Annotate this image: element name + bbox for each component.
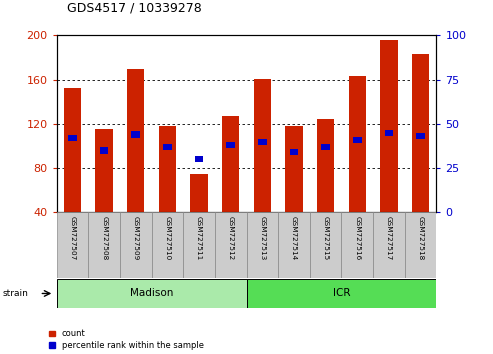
Bar [222,116,240,212]
Bar [127,69,144,212]
Bar [310,212,341,278]
Bar [195,156,204,162]
Bar [416,133,425,139]
Text: Madison: Madison [130,289,173,298]
Text: GSM727512: GSM727512 [228,216,234,260]
Text: GSM727509: GSM727509 [133,216,139,260]
Bar [253,79,271,212]
Bar [64,88,81,212]
Bar [380,40,397,212]
Text: GDS4517 / 10339278: GDS4517 / 10339278 [67,1,201,14]
Bar [57,279,246,308]
Text: GSM727517: GSM727517 [386,216,392,260]
Bar [412,54,429,212]
Text: GSM727507: GSM727507 [70,216,75,260]
Bar [88,212,120,278]
Text: GSM727511: GSM727511 [196,216,202,260]
Bar [246,279,436,308]
Bar [163,144,172,150]
Text: strain: strain [2,289,28,298]
Bar [100,147,108,154]
Text: GSM727518: GSM727518 [418,216,423,260]
Bar [353,137,361,143]
Bar [373,212,405,278]
Bar [341,212,373,278]
Bar [152,212,183,278]
Bar [321,144,330,150]
Bar [215,212,246,278]
Bar [68,135,77,141]
Bar [57,212,88,278]
Bar [258,138,267,145]
Bar [159,126,176,212]
Bar [278,212,310,278]
Text: GSM727510: GSM727510 [164,216,171,260]
Bar [405,212,436,278]
Text: GSM727516: GSM727516 [354,216,360,260]
Text: GSM727508: GSM727508 [101,216,107,260]
Legend: count, percentile rank within the sample: count, percentile rank within the sample [48,329,204,350]
Text: GSM727513: GSM727513 [259,216,265,260]
Bar [120,212,152,278]
Bar [183,212,215,278]
Bar [317,120,334,212]
Bar [285,126,303,212]
Bar [349,76,366,212]
Text: GSM727515: GSM727515 [322,216,329,260]
Bar [246,212,278,278]
Bar [132,131,140,138]
Bar [289,149,298,155]
Text: GSM727514: GSM727514 [291,216,297,260]
Bar [385,130,393,136]
Bar [226,142,235,148]
Bar [96,130,113,212]
Text: ICR: ICR [333,289,350,298]
Bar [190,174,208,212]
